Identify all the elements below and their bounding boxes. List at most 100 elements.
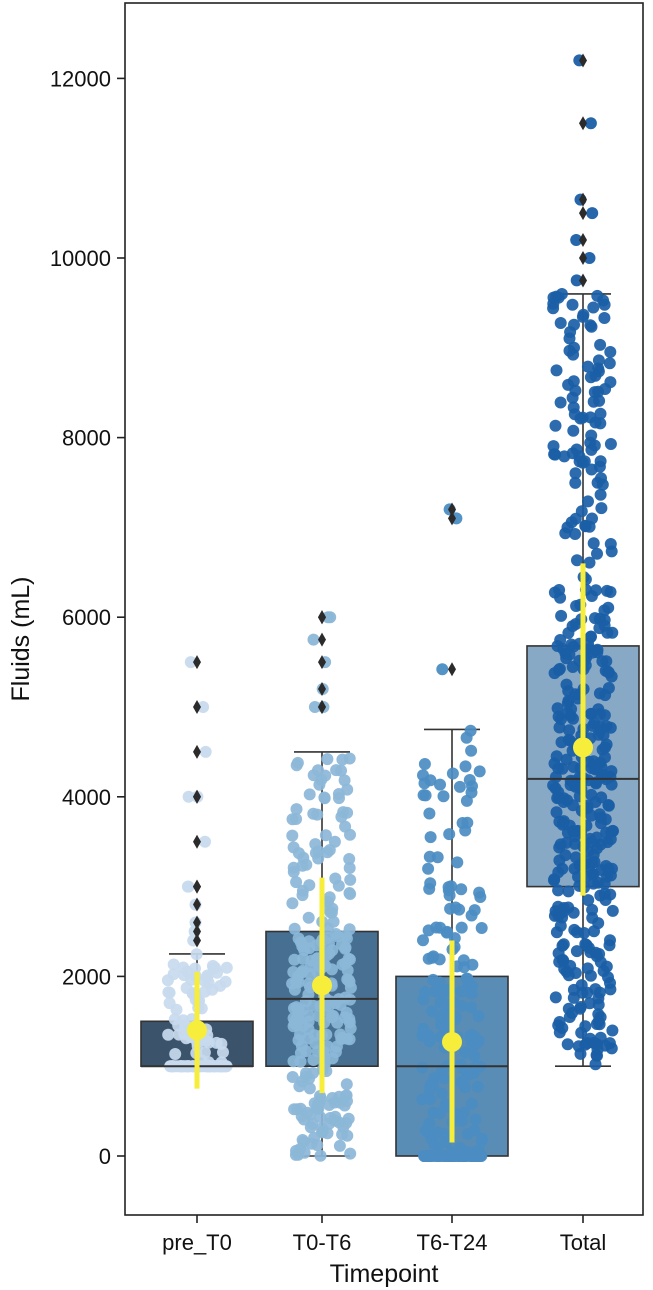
outlier-marker [193, 933, 201, 948]
data-point [604, 721, 617, 734]
data-point [303, 788, 316, 801]
data-point [594, 488, 607, 501]
data-point [552, 884, 565, 897]
box-group-Total [526, 53, 640, 1071]
data-point [581, 962, 594, 975]
data-point [560, 753, 573, 766]
data-point [557, 938, 570, 951]
data-point [581, 360, 594, 373]
data-point [579, 938, 592, 951]
data-point [167, 958, 180, 971]
data-point [557, 902, 570, 914]
data-point [163, 997, 176, 1010]
data-point [425, 1005, 438, 1018]
axes: 0 2000 4000 6000 8000 10000 12000 pre_T0 T0-T6 T6… [50, 66, 606, 1255]
data-point [553, 721, 566, 734]
data-point [549, 448, 562, 461]
data-point [551, 792, 564, 805]
data-point [569, 476, 582, 489]
outlier-marker [579, 251, 587, 265]
data-point [434, 778, 446, 791]
data-point [602, 601, 615, 614]
data-point [468, 904, 481, 917]
points-T6-T24 [416, 503, 488, 1162]
data-point [177, 961, 190, 974]
outlier-marker [193, 915, 201, 930]
data-point [329, 1110, 342, 1123]
data-point [215, 1037, 228, 1050]
data-point [553, 584, 566, 596]
data-point [570, 945, 583, 958]
data-point [197, 701, 210, 713]
data-point [549, 782, 562, 795]
data-point [576, 986, 589, 999]
data-point [559, 849, 572, 862]
data-point [456, 999, 468, 1012]
data-point [598, 312, 611, 324]
data-point [593, 808, 606, 821]
data-point [199, 835, 211, 848]
data-point [290, 1144, 302, 1157]
data-point [325, 963, 338, 976]
data-point [288, 922, 301, 935]
data-point [604, 586, 617, 598]
data-point [599, 751, 611, 764]
data-point [177, 1014, 190, 1027]
data-point [416, 1061, 429, 1074]
data-point [419, 1124, 432, 1137]
data-point [568, 341, 580, 354]
data-point [577, 308, 590, 321]
data-point [453, 780, 466, 793]
data-point [336, 1128, 349, 1141]
data-point [169, 1048, 182, 1060]
data-point [303, 942, 316, 955]
data-point [460, 731, 473, 744]
data-point [319, 829, 332, 842]
data-point [434, 921, 447, 934]
data-point [463, 774, 476, 786]
data-point [308, 701, 321, 713]
data-point [314, 1149, 327, 1162]
data-point [591, 1049, 603, 1062]
data-point [201, 971, 214, 984]
data-point [318, 791, 331, 804]
data-point [603, 939, 616, 952]
data-point [431, 1140, 444, 1153]
data-point [417, 934, 429, 947]
data-point [473, 765, 486, 778]
data-point [304, 1121, 317, 1134]
data-point [455, 921, 468, 934]
data-point [162, 1028, 175, 1041]
data-point [418, 758, 431, 770]
data-point [584, 117, 597, 130]
data-point [569, 967, 582, 979]
data-point [459, 1046, 472, 1059]
data-point [601, 665, 614, 678]
data-point [190, 948, 203, 961]
data-point [567, 991, 580, 1004]
data-point [304, 968, 317, 980]
data-point [344, 873, 357, 886]
data-point [582, 495, 594, 508]
data-point [602, 971, 614, 984]
data-point [312, 852, 325, 865]
data-point [578, 927, 591, 939]
data-point [554, 396, 567, 409]
data-point [587, 868, 600, 880]
outlier-marker [579, 233, 587, 248]
data-point [292, 847, 305, 860]
data-point [586, 719, 599, 732]
y-tick-label: 0 [99, 1144, 111, 1169]
data-point [343, 1033, 356, 1046]
data-point [417, 789, 430, 802]
data-point [292, 1014, 305, 1027]
data-point [302, 1009, 315, 1022]
data-point [330, 764, 343, 777]
data-point [569, 618, 582, 630]
data-point [161, 974, 174, 987]
data-point [290, 876, 303, 889]
data-point [335, 810, 348, 823]
data-point [417, 769, 429, 782]
data-point [323, 891, 336, 904]
data-point [591, 547, 603, 560]
